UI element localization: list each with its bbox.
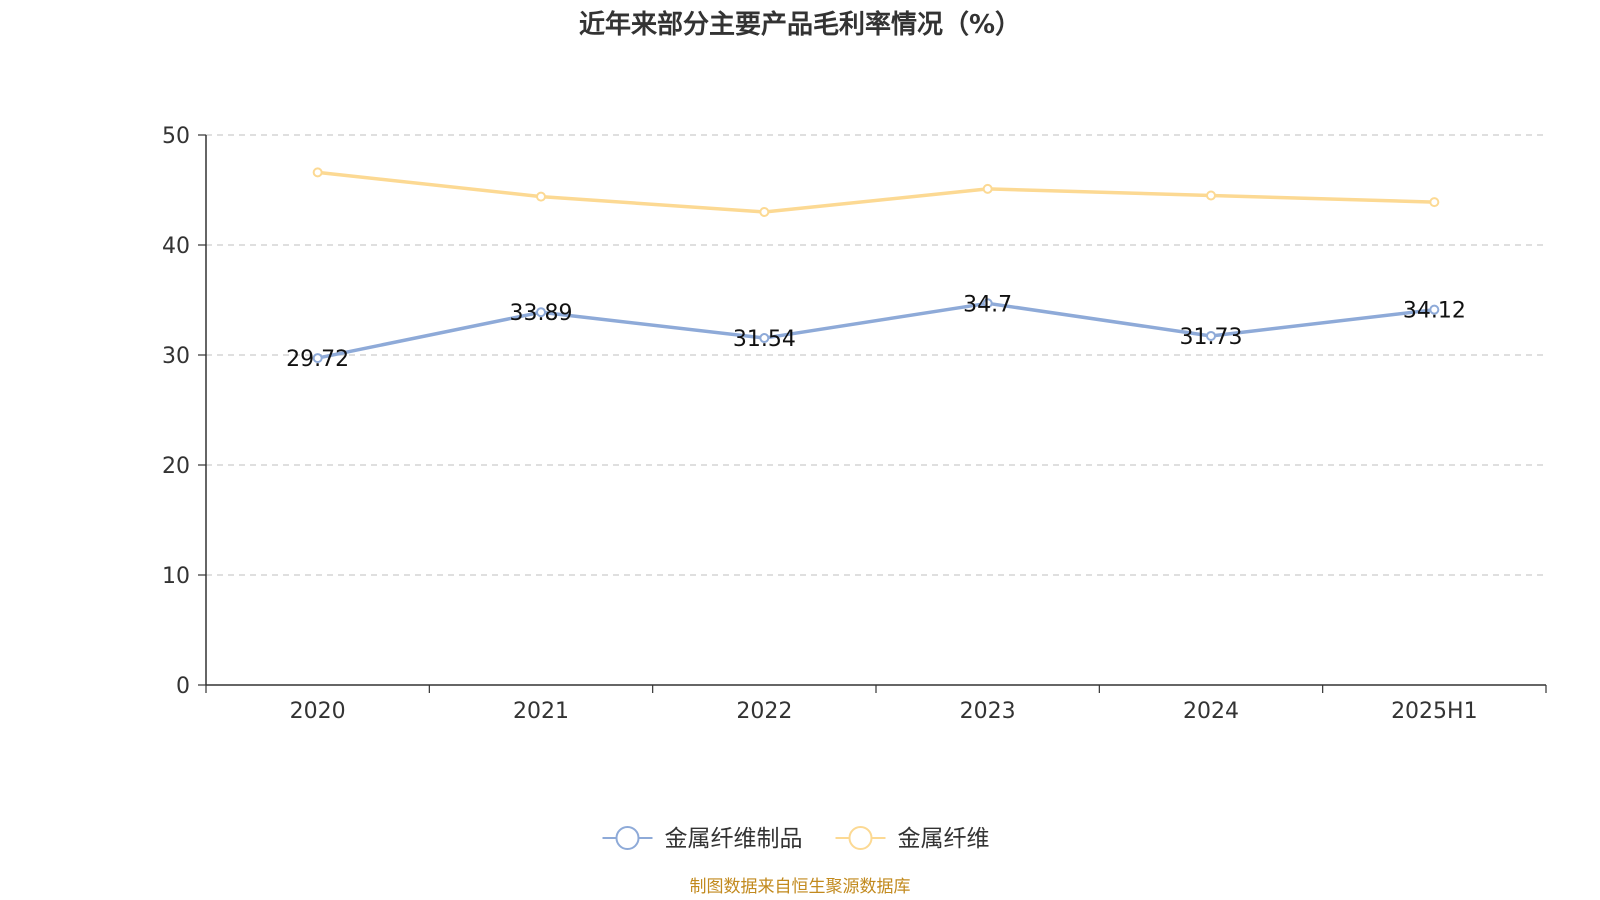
- data-label: 34.7: [963, 292, 1012, 317]
- y-tick-label: 10: [162, 564, 190, 589]
- legend-item[interactable]: 金属纤维制品: [602, 826, 803, 852]
- data-point[interactable]: [536, 191, 546, 202]
- chart-title: 近年来部分主要产品毛利率情况（%）: [579, 9, 1021, 40]
- x-tick-label: 2024: [1183, 699, 1239, 724]
- data-point[interactable]: [759, 333, 770, 344]
- axes: 0 10 20 30 40 50 2020 2021 2022 2023 2024 2025H1: [162, 124, 1547, 724]
- y-tick-label: 40: [162, 234, 190, 259]
- data-point[interactable]: [1206, 330, 1216, 341]
- x-tick-label: 2023: [960, 699, 1016, 724]
- data-point[interactable]: [982, 298, 993, 309]
- legend-label: 金属纤维制品: [665, 826, 803, 852]
- x-tick-label: 2022: [736, 699, 792, 724]
- data-point[interactable]: [1429, 304, 1440, 315]
- data-point[interactable]: [312, 167, 323, 178]
- legend-item[interactable]: 金属纤维: [835, 826, 990, 852]
- y-tick-label: 50: [162, 124, 190, 149]
- y-tick-label: 30: [162, 344, 190, 369]
- data-label: 31.54: [733, 327, 796, 352]
- y-tick-label: 20: [162, 454, 190, 479]
- data-label: 29.72: [286, 347, 349, 372]
- grid-lines: [206, 134, 1546, 576]
- data-labels: 29.72 33.89 31.54 34.7 31.73 34.12: [286, 292, 1466, 372]
- data-point[interactable]: [312, 353, 323, 364]
- series-line-0: [315, 301, 1437, 360]
- source-note: 制图数据来自恒生聚源数据库: [690, 877, 911, 897]
- data-label: 31.73: [1180, 325, 1243, 350]
- legend-marker: [848, 826, 873, 850]
- series-line-1: [315, 170, 1437, 214]
- data-point[interactable]: [1429, 197, 1440, 208]
- series-lines: [312, 167, 1440, 364]
- data-label: 34.12: [1403, 299, 1466, 324]
- data-point[interactable]: [759, 207, 770, 217]
- data-point[interactable]: [536, 307, 546, 318]
- data-label: 33.89: [510, 301, 573, 326]
- x-tick-label: 2021: [513, 699, 569, 724]
- legend-label: 金属纤维: [898, 826, 990, 852]
- y-tick-label: 0: [176, 674, 190, 699]
- x-tick-label: 2020: [290, 699, 346, 724]
- data-point[interactable]: [1206, 190, 1216, 201]
- legend-marker: [615, 826, 640, 850]
- x-tick-label: 2025H1: [1391, 699, 1478, 724]
- legend[interactable]: 金属纤维制品 金属纤维: [602, 826, 990, 852]
- data-point[interactable]: [982, 183, 993, 194]
